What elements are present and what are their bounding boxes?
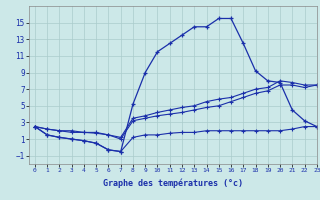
X-axis label: Graphe des températures (°c): Graphe des températures (°c) [103,179,243,188]
